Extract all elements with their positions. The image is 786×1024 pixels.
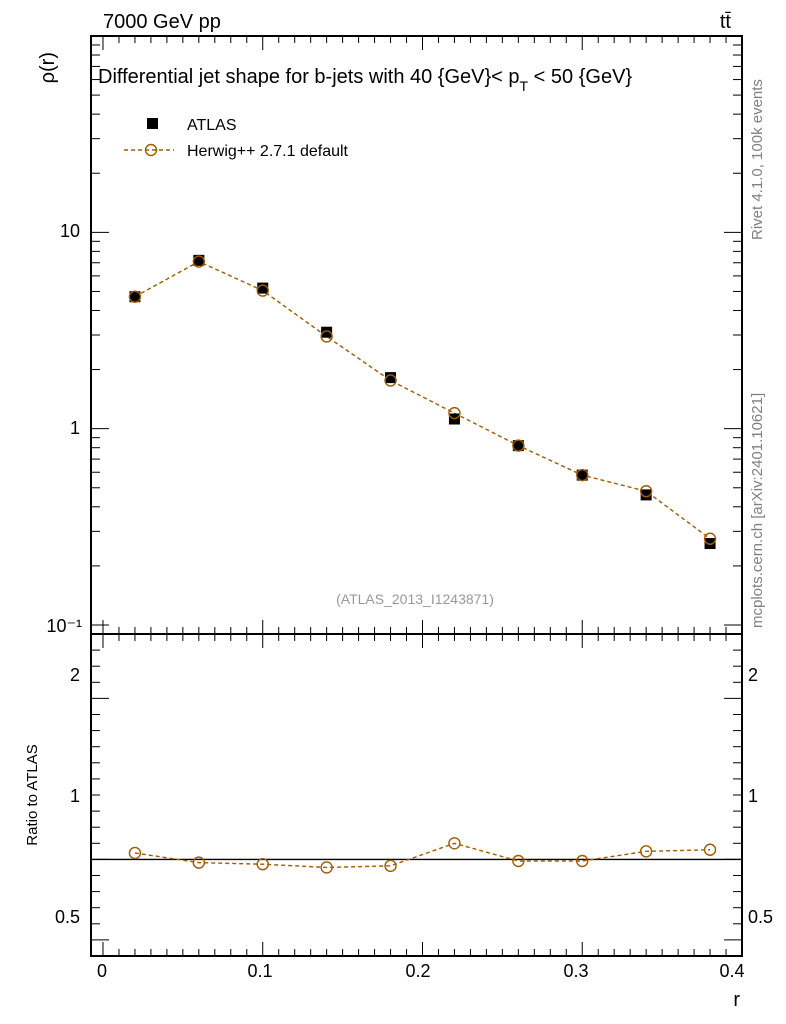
herwig-ratio-point [448, 837, 461, 850]
herwig-ratio-point [192, 856, 206, 869]
x-axis-label: r [733, 989, 740, 1011]
legend-herwig-label: Herwig++ 2.7.1 default [187, 143, 349, 160]
herwig-data-point [320, 330, 333, 343]
herwig-ratio-line [134, 842, 711, 869]
y-tick-label-1: 1 [70, 418, 80, 438]
axis-ticks [91, 35, 743, 957]
atlas-data-point [512, 440, 524, 452]
herwig-ratio-point [512, 854, 525, 868]
atlas-data-point [704, 538, 716, 550]
ratio-tick-label-0.5-left: 0.5 [55, 907, 80, 927]
y-tick-label-0.1: 10⁻¹ [46, 616, 82, 636]
ratio-plot-data [91, 837, 742, 874]
herwig-ratio-point [703, 843, 717, 856]
herwig-data-point [703, 532, 717, 545]
atlas-data-point [193, 254, 205, 266]
chart-title-tail: < 50 {GeV} [528, 66, 632, 88]
collision-energy-label: 7000 GeV pp [103, 11, 221, 33]
x-tick-label-0.4: 0.4 [719, 961, 744, 981]
herwig-data-point [128, 290, 142, 303]
legend-atlas-marker [147, 118, 158, 129]
herwig-data-point [576, 468, 589, 482]
herwig-ratio-point [384, 859, 397, 873]
main-plot-data [128, 254, 717, 550]
herwig-ratio-point [128, 846, 142, 860]
herwig-data-point [639, 485, 653, 498]
atlas-data-point [576, 469, 588, 481]
atlas-data-point [129, 291, 141, 303]
analysis-id-label: (ATLAS_2013_I1243871) [336, 591, 494, 607]
ratio-plot-frame [90, 633, 743, 957]
ratio-y-axis-label: Ratio to ATLAS [24, 744, 41, 845]
ratio-tick-label-1-left: 1 [70, 786, 80, 806]
ratio-tick-label-2-right: 2 [748, 665, 758, 685]
herwig-data-point [192, 255, 206, 268]
x-tick-label-0: 0 [97, 961, 107, 981]
herwig-series-line [134, 260, 711, 540]
ratio-tick-label-2-left: 2 [70, 665, 80, 685]
herwig-ratio-point [320, 861, 333, 874]
herwig-ratio-point [639, 845, 653, 858]
legend-atlas-label: ATLAS [187, 117, 237, 134]
rivet-version-label: Rivet 4.1.0, 100k events [749, 79, 766, 240]
herwig-data-point [448, 406, 461, 420]
atlas-data-point [321, 326, 333, 338]
chart-title: Differential jet shape for b-jets with 4… [98, 66, 632, 94]
atlas-data-point [640, 489, 652, 501]
herwig-ratio-point [576, 854, 589, 868]
atlas-data-point [385, 372, 397, 384]
mcplots-label: mcplots.cern.ch [arXiv:2401.10621] [749, 393, 766, 628]
ratio-tick-label-0.5-right: 0.5 [748, 907, 773, 927]
chart-title-main: Differential jet shape for b-jets with 4… [98, 66, 520, 88]
legend-herwig-marker [144, 143, 158, 157]
y-tick-label-10: 10 [60, 221, 80, 241]
herwig-data-point [256, 284, 269, 297]
chart-title-subscript: T [520, 78, 529, 94]
ratio-tick-label-1-right: 1 [748, 786, 758, 806]
herwig-ratio-point [256, 858, 269, 871]
herwig-data-point [512, 439, 525, 452]
main-y-axis-label: ρ(r) [37, 52, 59, 83]
process-label: tt̄ [720, 11, 732, 33]
x-tick-label-0.3: 0.3 [563, 961, 588, 981]
x-tick-label-0.1: 0.1 [247, 961, 272, 981]
x-tick-label-0.2: 0.2 [405, 961, 430, 981]
atlas-data-point [257, 282, 269, 294]
herwig-data-point [384, 374, 397, 387]
